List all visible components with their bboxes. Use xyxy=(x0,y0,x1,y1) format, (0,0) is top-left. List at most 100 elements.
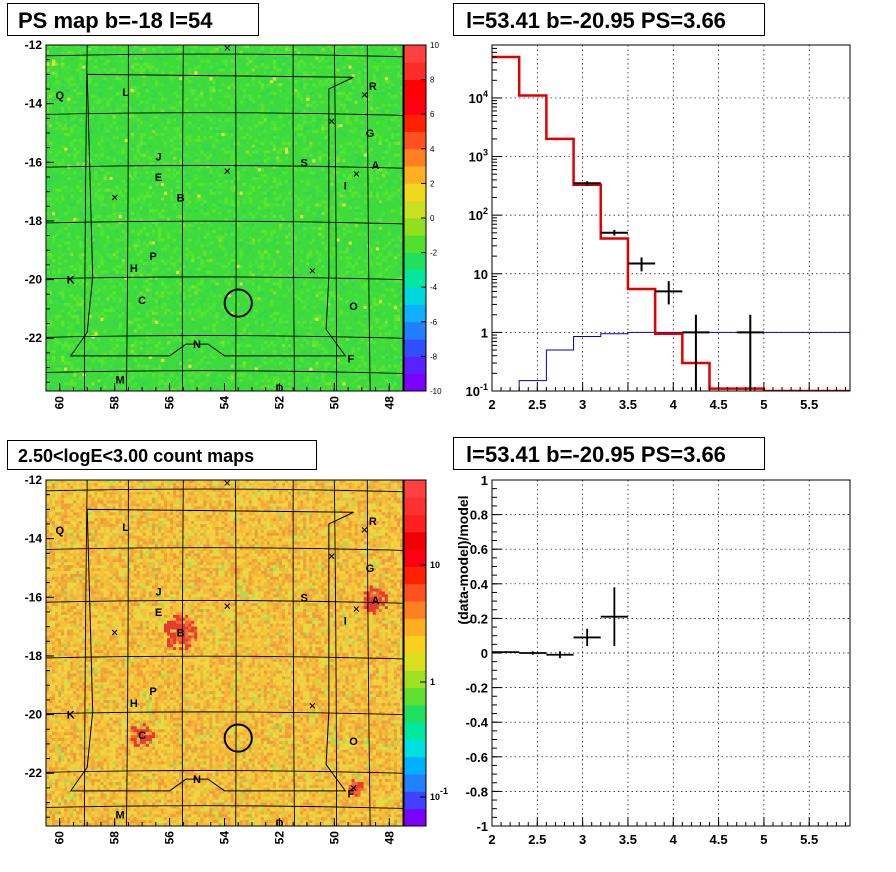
map-pixel xyxy=(176,347,180,351)
map-pixel xyxy=(245,109,250,113)
map-pixel xyxy=(82,62,86,66)
map-pixel xyxy=(288,344,292,348)
map-pixel xyxy=(91,238,95,242)
map-pixel xyxy=(157,112,162,116)
map-pixel xyxy=(245,45,250,49)
map-pixel xyxy=(82,349,86,354)
map-pixel xyxy=(224,106,228,110)
map-pixel xyxy=(245,174,250,178)
map-pixel xyxy=(324,209,328,213)
map-pixel xyxy=(173,264,177,269)
map-pixel xyxy=(151,86,156,90)
map-pixel xyxy=(197,109,201,113)
map-pixel xyxy=(97,273,101,277)
map-pixel xyxy=(52,235,56,239)
map-pixel xyxy=(49,176,53,181)
map-pixel xyxy=(221,279,225,283)
map-pixel xyxy=(324,288,328,292)
map-pixel xyxy=(239,218,243,222)
map-pixel xyxy=(52,291,56,295)
map-pixel xyxy=(257,159,262,163)
map-pixel xyxy=(224,138,228,143)
map-pixel xyxy=(230,314,234,318)
map-pixel xyxy=(136,127,141,131)
map-pixel xyxy=(170,194,174,198)
map-pixel xyxy=(209,370,213,374)
map-pixel xyxy=(52,264,56,269)
map-pixel xyxy=(251,59,256,63)
map-pixel xyxy=(300,197,304,201)
map-pixel xyxy=(176,138,180,143)
map-pixel xyxy=(303,100,307,104)
map-pixel xyxy=(333,218,337,222)
map-pixel xyxy=(281,171,286,175)
map-pixel xyxy=(233,94,237,99)
map-pixel xyxy=(154,370,159,374)
map-pixel xyxy=(312,223,316,228)
map-pixel xyxy=(315,174,319,178)
map-pixel xyxy=(212,135,216,140)
map-pixel xyxy=(260,176,265,181)
map-pixel xyxy=(188,282,192,286)
map-pixel xyxy=(275,323,280,327)
map-pixel xyxy=(245,191,250,195)
map-pixel xyxy=(170,74,174,78)
map-pixel xyxy=(67,320,71,324)
map-pixel xyxy=(118,244,122,248)
map-pixel xyxy=(142,109,147,113)
map-pixel xyxy=(148,282,153,286)
map-pixel xyxy=(239,150,243,154)
map-pixel xyxy=(218,156,222,160)
map-pixel xyxy=(188,182,192,187)
map-pixel xyxy=(170,147,174,151)
map-pixel xyxy=(139,194,144,198)
map-pixel xyxy=(130,273,135,277)
map-pixel xyxy=(260,308,265,313)
map-pixel xyxy=(248,282,253,286)
map-pixel xyxy=(203,270,207,275)
map-pixel xyxy=(263,127,268,131)
map-pixel xyxy=(242,314,246,318)
map-pixel xyxy=(218,335,222,339)
map-pixel xyxy=(272,379,277,383)
map-pixel xyxy=(212,379,216,383)
map-pixel xyxy=(154,141,159,145)
map-pixel xyxy=(170,109,174,113)
map-pixel xyxy=(121,294,125,298)
map-pixel xyxy=(133,118,138,122)
map-pixel xyxy=(215,88,219,93)
map-pixel xyxy=(245,250,250,254)
map-pixel xyxy=(327,367,331,371)
map-pixel xyxy=(224,361,228,365)
map-pixel xyxy=(88,264,92,269)
map-pixel xyxy=(151,229,156,233)
map-pixel xyxy=(281,71,286,75)
map-pixel xyxy=(182,382,186,386)
map-pixel xyxy=(61,285,65,289)
map-pixel xyxy=(167,308,171,313)
map-pixel xyxy=(170,88,174,93)
map-pixel xyxy=(157,382,162,386)
map-pixel xyxy=(218,226,222,231)
map-pixel xyxy=(88,270,92,275)
map-pixel xyxy=(151,361,156,365)
map-pixel xyxy=(49,320,53,324)
map-pixel xyxy=(148,256,153,260)
map-pixel xyxy=(145,71,150,75)
map-pixel xyxy=(85,332,89,336)
map-pixel xyxy=(309,62,313,66)
map-pixel xyxy=(91,130,95,134)
map-pixel xyxy=(46,88,50,93)
map-pixel xyxy=(206,159,210,163)
map-pixel xyxy=(209,174,213,178)
map-pixel xyxy=(309,250,313,254)
map-pixel xyxy=(291,291,295,295)
map-pixel xyxy=(106,308,110,313)
map-pixel xyxy=(324,300,328,304)
map-pixel xyxy=(185,100,189,104)
map-pixel xyxy=(167,103,171,107)
map-pixel xyxy=(224,288,228,292)
map-pixel xyxy=(245,335,250,339)
map-pixel xyxy=(294,115,298,119)
map-pixel xyxy=(88,276,92,280)
